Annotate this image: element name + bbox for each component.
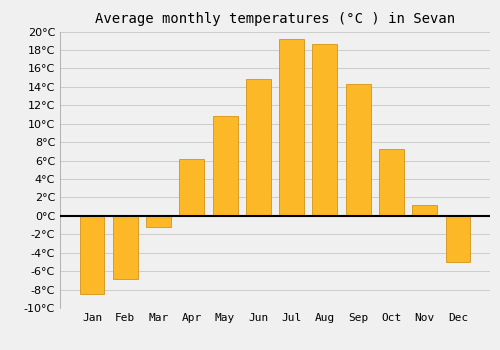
- Bar: [113, 216, 138, 279]
- Bar: [379, 149, 404, 216]
- Bar: [180, 159, 204, 216]
- Bar: [80, 216, 104, 294]
- Bar: [312, 44, 338, 216]
- Bar: [279, 39, 304, 216]
- Bar: [412, 205, 437, 216]
- Bar: [212, 116, 238, 216]
- Bar: [146, 216, 171, 227]
- Bar: [446, 216, 470, 262]
- Bar: [346, 84, 370, 216]
- Title: Average monthly temperatures (°C ) in Sevan: Average monthly temperatures (°C ) in Se…: [95, 12, 455, 26]
- Bar: [246, 78, 271, 216]
